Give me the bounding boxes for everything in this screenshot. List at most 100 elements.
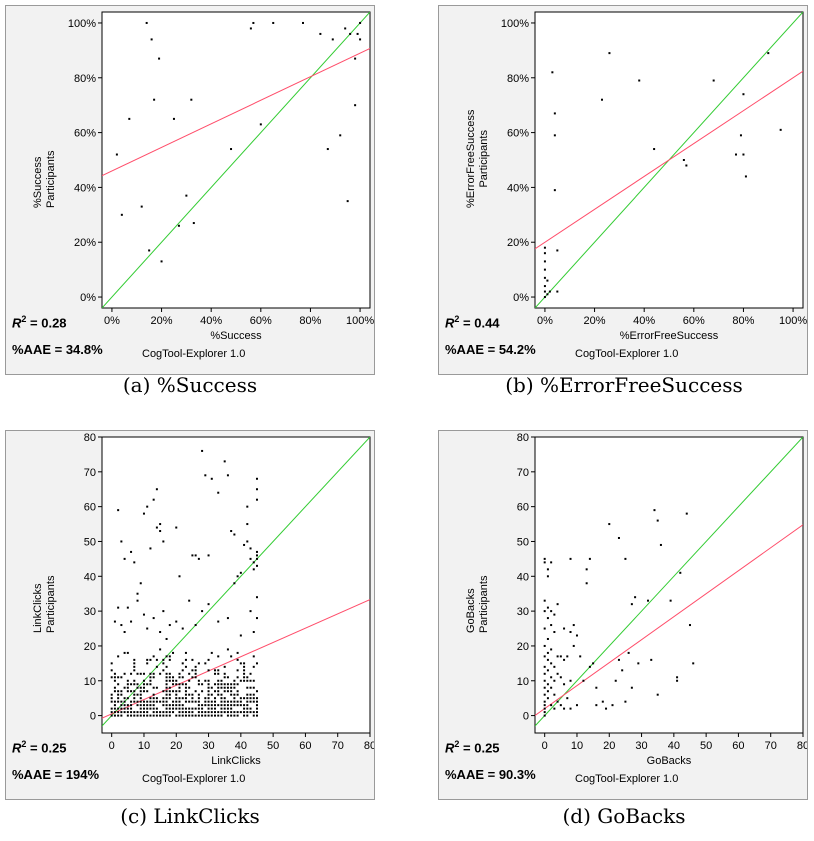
data-point	[236, 700, 239, 703]
data-point	[319, 32, 322, 35]
data-point	[149, 658, 152, 661]
data-point	[246, 676, 249, 679]
data-point	[249, 557, 252, 560]
data-point	[344, 27, 347, 30]
data-point	[136, 686, 139, 689]
data-point	[165, 693, 168, 696]
data-point	[207, 704, 210, 707]
data-point	[249, 27, 252, 30]
data-point	[165, 637, 168, 640]
data-point	[142, 686, 145, 689]
data-point	[168, 693, 171, 696]
chart-panel-linkclicks: 0 10 20 30 40 50 60 70 80 0 10 20 30 40 50 60 70 80 LinkCl…	[5, 430, 375, 800]
data-point	[175, 697, 178, 700]
data-point	[168, 697, 171, 700]
data-point	[175, 707, 178, 710]
data-point	[246, 686, 249, 689]
data-point	[123, 686, 126, 689]
data-point	[130, 683, 133, 686]
data-point	[220, 697, 223, 700]
data-point	[155, 711, 158, 714]
data-point	[550, 662, 553, 665]
data-point	[230, 148, 233, 151]
y-tick-label: 40%	[507, 182, 529, 194]
data-point	[246, 704, 249, 707]
data-point	[142, 704, 145, 707]
r-squared-label: R2 = 0.25	[445, 739, 500, 755]
data-point	[178, 700, 181, 703]
r-squared-label: R2 = 0.44	[445, 314, 500, 330]
y-tick-label: 10	[84, 676, 96, 688]
data-point	[188, 686, 191, 689]
data-point	[255, 690, 258, 693]
data-point	[679, 571, 682, 574]
data-point	[110, 669, 113, 672]
data-point	[185, 194, 188, 197]
data-point	[217, 620, 220, 623]
data-point	[168, 707, 171, 710]
data-point	[233, 582, 236, 585]
x-tick-label: 100%	[346, 315, 374, 327]
y-tick-label: 100%	[68, 18, 96, 30]
data-point	[223, 704, 226, 707]
data-point	[585, 582, 588, 585]
data-point	[214, 714, 217, 717]
plot-area	[101, 436, 371, 734]
data-point	[130, 704, 133, 707]
data-point	[551, 71, 554, 74]
data-point	[175, 714, 178, 717]
aae-label: %AAE = 90.3%	[445, 767, 536, 782]
data-point	[688, 624, 691, 627]
data-point	[220, 711, 223, 714]
data-point	[543, 252, 546, 255]
data-point	[243, 672, 246, 675]
data-point	[172, 651, 175, 654]
data-point	[178, 683, 181, 686]
data-point	[226, 711, 229, 714]
data-point	[165, 700, 168, 703]
data-point	[130, 690, 133, 693]
data-point	[236, 575, 239, 578]
data-point	[113, 620, 116, 623]
data-point	[146, 662, 149, 665]
data-point	[123, 704, 126, 707]
data-point	[113, 676, 116, 679]
data-point	[136, 592, 139, 595]
data-point	[150, 38, 153, 41]
data-point	[126, 704, 129, 707]
data-point	[188, 700, 191, 703]
data-point	[204, 700, 207, 703]
data-point	[553, 134, 556, 137]
data-point	[566, 655, 569, 658]
data-point	[207, 693, 210, 696]
r-squared-value: = 0.28	[26, 315, 67, 331]
data-point	[217, 683, 220, 686]
data-point	[223, 676, 226, 679]
data-point	[605, 707, 608, 710]
data-point	[230, 711, 233, 714]
data-point	[113, 679, 116, 682]
data-point	[133, 658, 136, 661]
x-tick-label: 0%	[104, 315, 120, 327]
y-tick-label: 20%	[507, 237, 529, 249]
data-point	[149, 707, 152, 710]
data-point	[559, 655, 562, 658]
data-point	[637, 662, 640, 665]
data-point	[139, 672, 142, 675]
data-point	[614, 679, 617, 682]
data-point	[120, 704, 123, 707]
data-point	[543, 599, 546, 602]
data-point	[162, 540, 165, 543]
data-point	[126, 714, 129, 717]
identity-line	[102, 12, 370, 308]
data-point	[117, 606, 120, 609]
data-point	[217, 679, 220, 682]
data-point	[742, 93, 745, 96]
data-point	[621, 669, 624, 672]
data-point	[230, 693, 233, 696]
data-point	[556, 700, 559, 703]
data-point	[184, 707, 187, 710]
data-point	[744, 175, 747, 178]
x-tick-label: 40	[235, 740, 247, 752]
data-point	[543, 276, 546, 279]
